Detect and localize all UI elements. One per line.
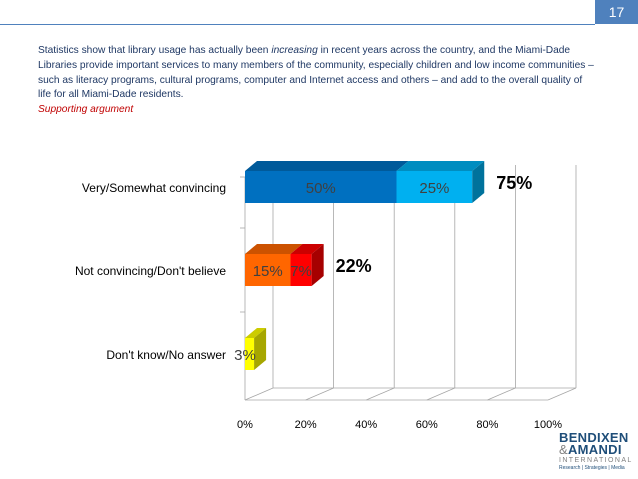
logo-tagline: Research | Strategies | Media <box>559 465 625 471</box>
logo-amp: & <box>559 442 568 457</box>
intro-text: Statistics show that library usage has a… <box>38 44 598 103</box>
logo-line1: BENDIXEN <box>559 430 629 445</box>
gridline-floor-5 <box>547 387 577 401</box>
bar-side-face <box>472 161 485 203</box>
page-number: 17 <box>595 0 638 24</box>
x-tick-label: 60% <box>416 419 438 431</box>
data-label: 25% <box>419 180 449 197</box>
x-tick-label: 100% <box>534 419 562 431</box>
stacked-bar-chart: 0% 20% 40% 60% 80% 100% Very/Somewhat convinci… <box>75 161 577 431</box>
company-logo: BENDIXEN &AMANDI INTERNATIONAL Research … <box>559 430 635 472</box>
supporting-argument-label: Supporting argument <box>38 104 134 115</box>
logo-line2: AMANDI <box>567 442 622 457</box>
category-label: Not convincing/Don't believe <box>75 264 226 278</box>
data-label: 15% <box>253 263 283 280</box>
bar-side-face <box>254 328 267 370</box>
gridline-floor-1 <box>305 387 334 401</box>
category-label: Don't know/No answer <box>106 348 226 362</box>
bar-top-face <box>290 244 324 254</box>
x-tick-label: 80% <box>476 419 498 431</box>
gridline-floor-2 <box>366 387 395 401</box>
bar-top-face <box>396 161 485 171</box>
intro-after: in recent years across the country, and … <box>38 45 594 101</box>
bar-segment <box>245 171 397 203</box>
intro-before: Statistics show that library usage has a… <box>38 45 272 56</box>
x-tick-label: 0% <box>237 419 253 431</box>
x-tick-label: 20% <box>295 419 317 431</box>
gridline-floor-4 <box>487 387 516 401</box>
bar-segment <box>245 254 291 286</box>
data-label: 7% <box>290 263 312 280</box>
bar-segment <box>290 254 312 286</box>
gridline-floor-3 <box>426 387 455 401</box>
gridline-floor-0 <box>244 387 274 401</box>
total-label: 75% <box>496 173 532 193</box>
total-label: 22% <box>336 256 372 276</box>
category-label: Very/Somewhat convincing <box>82 181 226 195</box>
data-label: 50% <box>306 180 336 197</box>
data-label: 3% <box>234 347 256 364</box>
intro-emphasis: increasing <box>271 45 318 56</box>
x-tick-label: 40% <box>355 419 377 431</box>
bar-segment <box>245 338 255 370</box>
bar-top-face <box>245 244 303 254</box>
bar-top-face <box>245 161 409 171</box>
logo-sub: INTERNATIONAL <box>559 457 633 464</box>
bar-side-face <box>311 244 324 286</box>
bar-top-face <box>245 328 267 338</box>
header-rule <box>0 0 595 25</box>
bar-segment <box>396 171 473 203</box>
